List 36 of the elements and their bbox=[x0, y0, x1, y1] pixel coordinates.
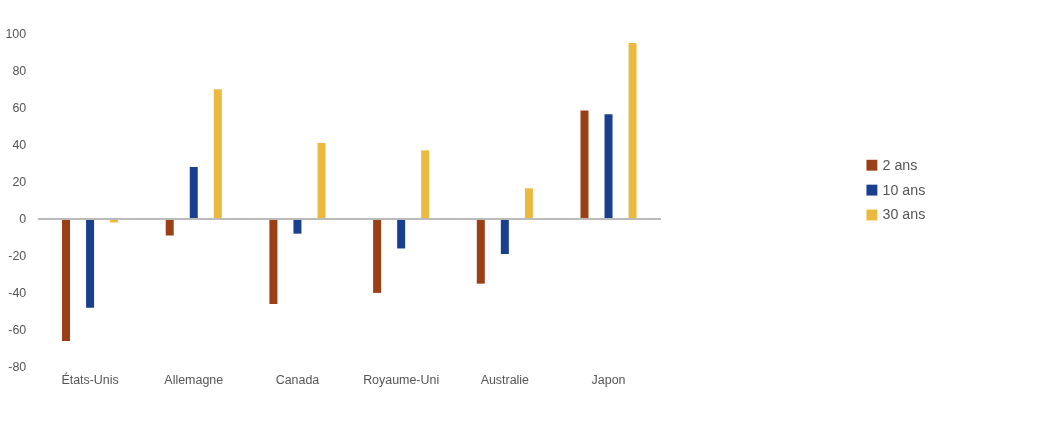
bar bbox=[269, 218, 278, 305]
bar bbox=[213, 89, 222, 219]
bar bbox=[62, 218, 71, 342]
bar bbox=[165, 218, 174, 236]
bar bbox=[373, 218, 382, 293]
x-tick-label: Japon bbox=[591, 373, 626, 388]
y-tick-label: 0 bbox=[19, 211, 27, 226]
bar bbox=[604, 114, 613, 219]
x-tick-label: Allemagne bbox=[164, 373, 224, 388]
bar bbox=[397, 218, 406, 249]
x-tick-label: Australie bbox=[480, 373, 530, 388]
y-tick-label: 100 bbox=[5, 26, 27, 41]
bar bbox=[317, 142, 326, 219]
bar bbox=[189, 167, 198, 219]
x-tick-label: Canada bbox=[275, 373, 320, 388]
bar bbox=[628, 42, 637, 219]
bar bbox=[524, 188, 533, 219]
legend-label: 30 ans bbox=[882, 206, 926, 223]
x-tick-label: Royaume-Uni bbox=[363, 373, 440, 388]
y-tick-label: 20 bbox=[12, 174, 27, 189]
legend-label: 2 ans bbox=[882, 156, 918, 173]
x-tick-label: États-Unis bbox=[61, 372, 119, 388]
y-tick-label: -80 bbox=[8, 359, 27, 374]
y-tick-label: 60 bbox=[12, 100, 27, 115]
bar bbox=[580, 110, 589, 219]
y-tick-label: -60 bbox=[8, 322, 27, 337]
bar bbox=[421, 150, 430, 219]
y-tick-label: -20 bbox=[8, 248, 27, 263]
bar bbox=[500, 218, 509, 255]
y-tick-label: 40 bbox=[12, 137, 27, 152]
bar bbox=[293, 218, 302, 234]
legend-label: 10 ans bbox=[882, 181, 926, 198]
bar bbox=[476, 218, 485, 284]
y-tick-label: 80 bbox=[12, 63, 27, 78]
y-tick-label: -40 bbox=[8, 285, 27, 300]
bar bbox=[86, 218, 95, 308]
